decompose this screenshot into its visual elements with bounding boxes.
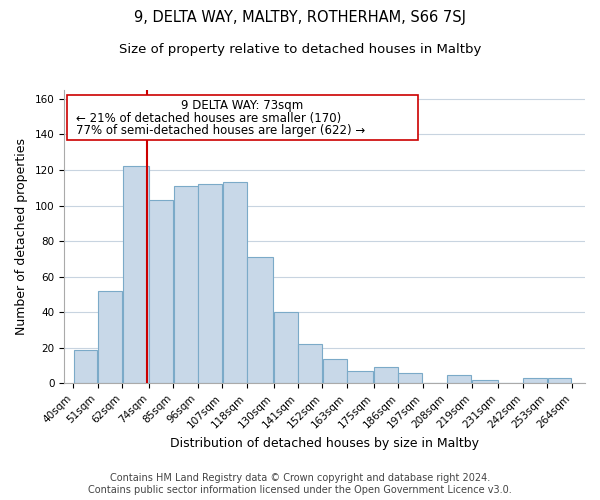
Text: ← 21% of detached houses are smaller (170): ← 21% of detached houses are smaller (17… (76, 112, 341, 125)
Bar (347, 371, 373, 384)
Bar (298, 344, 322, 384)
FancyBboxPatch shape (67, 96, 418, 140)
Bar (523, 378, 547, 384)
Bar (247, 257, 273, 384)
Bar (323, 358, 347, 384)
X-axis label: Distribution of detached houses by size in Maltby: Distribution of detached houses by size … (170, 437, 479, 450)
Bar (274, 312, 298, 384)
Bar (548, 378, 571, 384)
Text: Contains HM Land Registry data © Crown copyright and database right 2024.
Contai: Contains HM Land Registry data © Crown c… (88, 474, 512, 495)
Bar (472, 380, 498, 384)
Bar (122, 166, 149, 384)
Bar (374, 368, 398, 384)
Text: Size of property relative to detached houses in Maltby: Size of property relative to detached ho… (119, 42, 481, 56)
Text: 9, DELTA WAY, MALTBY, ROTHERHAM, S66 7SJ: 9, DELTA WAY, MALTBY, ROTHERHAM, S66 7SJ (134, 10, 466, 25)
Bar (74, 350, 97, 384)
Bar (149, 200, 173, 384)
Bar (223, 182, 247, 384)
Bar (174, 186, 197, 384)
Y-axis label: Number of detached properties: Number of detached properties (15, 138, 28, 335)
Text: 9 DELTA WAY: 73sqm: 9 DELTA WAY: 73sqm (181, 98, 304, 112)
Bar (448, 374, 471, 384)
Bar (98, 291, 122, 384)
Text: 77% of semi-detached houses are larger (622) →: 77% of semi-detached houses are larger (… (76, 124, 365, 138)
Bar (198, 184, 222, 384)
Bar (398, 373, 422, 384)
